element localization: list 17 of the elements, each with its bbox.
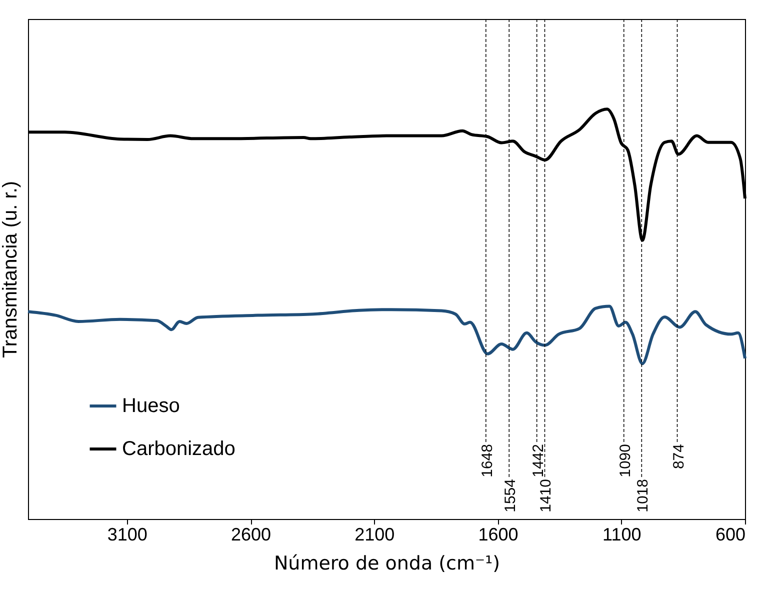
ref-line-label: 1410 [538, 479, 555, 512]
ref-line-label: 1018 [634, 479, 652, 512]
x-tick-label: 3100 [107, 524, 148, 544]
x-tick-label: 600 [715, 524, 746, 544]
legend-label: Hueso [122, 395, 180, 417]
x-tick-label: 1100 [602, 524, 642, 544]
x-tick-label: 1600 [478, 524, 518, 544]
x-tick-label: 2600 [230, 524, 272, 544]
x-tick-label: 2100 [354, 524, 395, 544]
ref-line-label: 1442 [530, 444, 547, 478]
ref-line-label: 874 [670, 444, 688, 470]
ref-line-label: 1648 [478, 444, 496, 478]
ref-line-label: 1554 [502, 479, 520, 512]
legend-label: Carbonizado [122, 438, 236, 460]
ref-line-label: 1090 [616, 444, 634, 478]
y-axis-title: Transmitancia (u. r.) [0, 180, 22, 358]
x-axis-title: Número de onda (cm⁻¹) [274, 552, 500, 574]
